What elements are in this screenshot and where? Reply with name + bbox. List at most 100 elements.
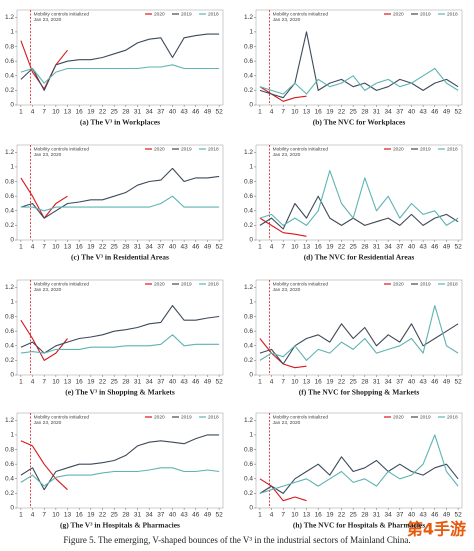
x-tick-label: 19 (87, 244, 95, 251)
x-tick-label: 4 (270, 244, 274, 251)
y-tick-label: 1.2 (5, 14, 14, 21)
series-line (259, 195, 459, 230)
plot-frame (16, 144, 224, 241)
y-tick-label: 0 (249, 237, 253, 244)
annotation: Jan 23, 2020 (273, 152, 301, 158)
x-tick-label: 40 (408, 244, 416, 251)
plot-frame (255, 144, 463, 241)
x-tick-label: 7 (42, 244, 46, 251)
x-tick-label: 49 (204, 512, 212, 519)
x-tick-label: 10 (52, 379, 60, 386)
y-tick-label: 1.2 (5, 417, 14, 424)
legend-label: 2019 (420, 282, 431, 288)
y-tick-label: 0.6 (5, 461, 14, 468)
x-tick-label: 40 (408, 109, 416, 116)
x-tick-label: 22 (338, 512, 346, 519)
x-tick-label: 31 (134, 512, 142, 519)
x-tick-label: 25 (111, 512, 119, 519)
y-tick-label: 0.2 (5, 357, 14, 364)
x-tick-label: 19 (326, 109, 334, 116)
series-line (20, 40, 68, 90)
x-tick-label: 49 (443, 244, 451, 251)
y-tick-label: 0 (10, 237, 14, 244)
legend-label: 2019 (181, 12, 192, 18)
series-line (20, 434, 220, 491)
x-tick-label: 37 (157, 244, 165, 251)
x-tick-label: 34 (146, 109, 154, 116)
x-tick-label: 10 (291, 109, 299, 116)
x-tick-label: 43 (420, 109, 428, 116)
x-tick-label: 46 (192, 512, 200, 519)
x-tick-label: 49 (443, 109, 451, 116)
legend-label: 2018 (447, 282, 458, 288)
y-tick-label: 0.2 (5, 87, 14, 94)
y-tick-label: 0.6 (5, 193, 14, 200)
series-line (20, 167, 220, 219)
x-tick-label: 31 (373, 244, 381, 251)
legend-label: 2019 (181, 415, 192, 421)
x-tick-label: 25 (111, 109, 119, 116)
legend-label: 2018 (208, 12, 219, 18)
x-tick-label: 37 (157, 109, 165, 116)
panel-caption: (d) The NVC for Residential Areas (304, 253, 415, 262)
legend-label: 2018 (447, 415, 458, 421)
x-tick-label: 28 (361, 379, 369, 386)
y-tick-label: 0.4 (5, 475, 14, 482)
x-tick-label: 34 (146, 244, 154, 251)
y-tick-label: 0 (249, 102, 253, 109)
x-tick-label: 28 (122, 109, 130, 116)
annotation: Mobility controls initialized (34, 414, 90, 420)
x-tick-label: 52 (215, 512, 223, 519)
x-tick-label: 46 (192, 109, 200, 116)
x-tick-label: 40 (169, 379, 177, 386)
series-line (259, 170, 459, 226)
y-tick-label: 1.2 (244, 417, 253, 424)
annotation: Mobility controls initialized (273, 11, 329, 17)
x-tick-label: 13 (303, 379, 311, 386)
x-tick-label: 46 (192, 244, 200, 251)
legend-label: 2019 (420, 147, 431, 153)
y-tick-label: 0.8 (5, 313, 14, 320)
panel-caption: (h) The NVC for Hospitals & Pharmacies (293, 521, 425, 530)
x-tick-label: 19 (326, 512, 334, 519)
x-tick-label: 37 (396, 379, 404, 386)
x-tick-label: 10 (291, 379, 299, 386)
y-tick-label: 1 (10, 299, 14, 306)
y-tick-label: 0.6 (244, 193, 253, 200)
legend-label: 2018 (447, 12, 458, 18)
x-tick-label: 1 (19, 512, 23, 519)
x-tick-label: 7 (281, 379, 285, 386)
y-tick-label: 0.2 (244, 490, 253, 497)
x-tick-label: 1 (19, 244, 23, 251)
x-tick-label: 52 (215, 379, 223, 386)
x-tick-label: 25 (111, 244, 119, 251)
legend-label: 2020 (154, 12, 165, 18)
x-tick-label: 31 (373, 109, 381, 116)
x-tick-label: 7 (42, 109, 46, 116)
x-tick-label: 52 (454, 512, 462, 519)
x-tick-label: 22 (338, 109, 346, 116)
x-tick-label: 25 (111, 379, 119, 386)
y-tick-label: 0.2 (5, 222, 14, 229)
x-tick-label: 31 (373, 379, 381, 386)
annotation: Mobility controls initialized (273, 281, 329, 287)
panel-caption: (b) The NVC for Workplaces (313, 118, 406, 127)
x-tick-label: 13 (64, 244, 72, 251)
legend-label: 2020 (393, 282, 404, 288)
series-line (20, 440, 68, 491)
x-tick-label: 19 (87, 512, 95, 519)
x-tick-label: 52 (215, 244, 223, 251)
annotation: Mobility controls initialized (273, 146, 329, 152)
x-tick-label: 1 (19, 379, 23, 386)
x-tick-label: 49 (204, 379, 212, 386)
x-tick-label: 1 (258, 244, 262, 251)
series-line (259, 478, 307, 502)
x-tick-label: 52 (215, 109, 223, 116)
x-tick-label: 28 (361, 244, 369, 251)
y-tick-label: 0.4 (5, 342, 14, 349)
x-tick-label: 31 (134, 109, 142, 116)
y-tick-label: 0.2 (244, 222, 253, 229)
x-tick-label: 7 (281, 109, 285, 116)
x-tick-label: 10 (52, 109, 60, 116)
x-tick-label: 16 (315, 512, 323, 519)
